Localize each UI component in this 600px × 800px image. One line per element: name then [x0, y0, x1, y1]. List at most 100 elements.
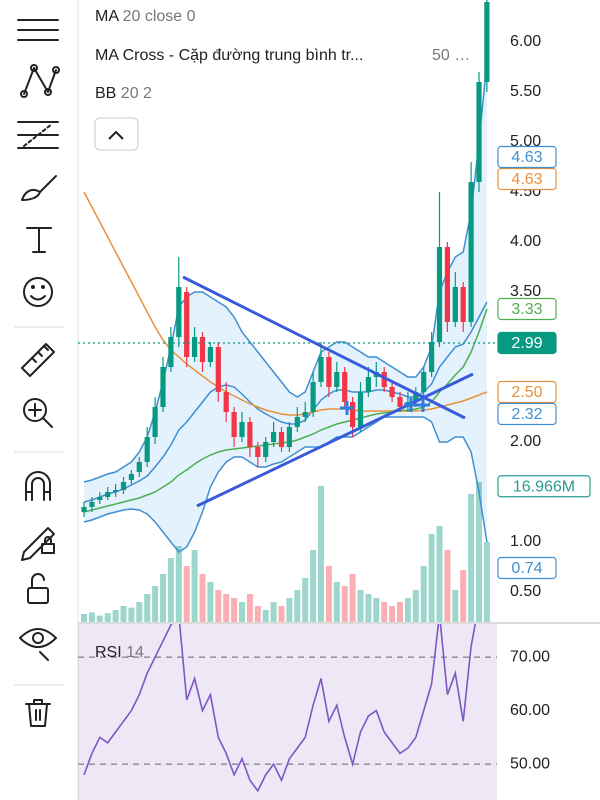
emoji-icon[interactable] — [23, 277, 53, 307]
price-label: 4.63 — [511, 149, 542, 166]
price-label: 2.50 — [511, 384, 542, 401]
candle-body — [381, 372, 387, 387]
candle-body — [429, 342, 435, 372]
bb-lower — [83, 416, 488, 553]
y-tick-label: 1.00 — [510, 533, 541, 550]
price-axis: 0.501.002.003.504.004.505.005.506.004.63… — [497, 33, 591, 772]
bb-fill — [84, 62, 487, 552]
candle-body — [452, 287, 458, 322]
candle-body — [160, 367, 166, 407]
toolbar — [14, 19, 64, 727]
candle-body — [113, 490, 119, 492]
candle-body — [460, 287, 466, 322]
volume-bar — [160, 574, 166, 622]
volume-bar — [373, 598, 380, 622]
bb-legend[interactable]: BB 20 2 — [95, 85, 152, 102]
zoom-icon[interactable] — [23, 398, 53, 428]
volume-bar — [254, 606, 261, 622]
price-label: 2.99 — [511, 335, 542, 352]
y-tick-label: 6.00 — [510, 33, 541, 50]
volume-bar — [88, 612, 95, 622]
y-tick-label: 5.50 — [510, 83, 541, 100]
candle-body — [334, 372, 340, 387]
rsi-legend[interactable]: RSI 14 — [95, 644, 144, 661]
candle-body — [215, 347, 221, 392]
volume-bar — [239, 602, 245, 622]
candle-body — [239, 422, 245, 437]
volume-bar — [468, 494, 475, 622]
y-tick-label: 3.50 — [510, 283, 541, 300]
y-tick-label: 4.00 — [510, 233, 541, 250]
candle-body — [413, 392, 419, 402]
ma-cross-legend[interactable]: MA Cross - Cặp đường trung bình tr... — [95, 47, 363, 64]
volume-bar — [207, 582, 214, 622]
ruler-icon[interactable] — [21, 343, 55, 377]
volume-bar — [215, 590, 222, 622]
y-tick-label: 50.00 — [510, 755, 550, 772]
fib-icon[interactable] — [17, 121, 59, 149]
price-label-box — [497, 331, 557, 355]
volume-label: 16.966M — [513, 478, 575, 495]
lock-drawings-icon[interactable] — [21, 527, 55, 561]
legend-params: 50 … — [432, 47, 470, 64]
eye-icon[interactable] — [19, 628, 57, 661]
collapse-button[interactable] — [94, 117, 139, 151]
volume-bar — [136, 602, 143, 622]
trend-line[interactable] — [182, 275, 466, 420]
moving-average — [83, 191, 488, 416]
candle-body — [444, 247, 450, 322]
price-pane — [78, 0, 497, 622]
y-tick-label: 60.00 — [510, 702, 550, 719]
volume-bar — [175, 546, 182, 622]
volume-bar — [325, 566, 332, 622]
text-icon[interactable] — [26, 227, 52, 253]
candle-body — [436, 247, 443, 342]
candle-body — [263, 442, 269, 457]
volume-bar — [420, 566, 427, 622]
price-label-box — [497, 380, 557, 404]
candle-body — [421, 372, 427, 392]
rsi-background — [78, 624, 497, 800]
volume-bar — [483, 542, 490, 622]
candle-body — [357, 392, 364, 427]
volume-bar — [96, 615, 103, 622]
candle-body — [128, 474, 134, 480]
brush-icon[interactable] — [21, 175, 57, 201]
price-label-box — [497, 145, 557, 169]
volume-bar — [152, 586, 159, 622]
rsi-pane — [78, 624, 497, 793]
volume-bar — [381, 602, 388, 622]
volume-bar — [278, 606, 285, 622]
y-tick-label: 2.00 — [510, 433, 541, 450]
legend-name: MA — [95, 8, 119, 25]
unlock-icon[interactable] — [27, 573, 49, 604]
price-label-box — [497, 297, 557, 321]
volume-bar — [81, 614, 87, 622]
cross-markers — [340, 398, 430, 415]
ma-legend[interactable]: MA 20 close 0 — [95, 8, 196, 25]
pattern-icon[interactable] — [20, 64, 60, 98]
legend-params: 14 — [126, 644, 144, 661]
candle-body — [176, 287, 182, 337]
trash-icon[interactable] — [25, 699, 51, 727]
candle-body — [255, 447, 261, 457]
candle-body — [278, 432, 285, 447]
rsi-line — [83, 624, 477, 793]
magnet-icon[interactable] — [25, 471, 51, 501]
volume-bar — [349, 574, 356, 622]
candle-body — [105, 492, 111, 497]
candle-body — [89, 502, 95, 507]
candle-body — [168, 337, 174, 367]
drawings — [182, 275, 474, 508]
volume-bar — [112, 610, 119, 622]
menu-icon[interactable] — [17, 19, 59, 41]
price-label-box — [497, 556, 557, 580]
volume-bar — [183, 566, 190, 622]
volume-bar — [144, 594, 151, 622]
candle-body — [207, 347, 213, 362]
legend-params: 20 2 — [121, 85, 152, 102]
candle-body — [81, 507, 87, 512]
trend-line[interactable] — [196, 372, 474, 508]
candle-body — [476, 82, 482, 182]
